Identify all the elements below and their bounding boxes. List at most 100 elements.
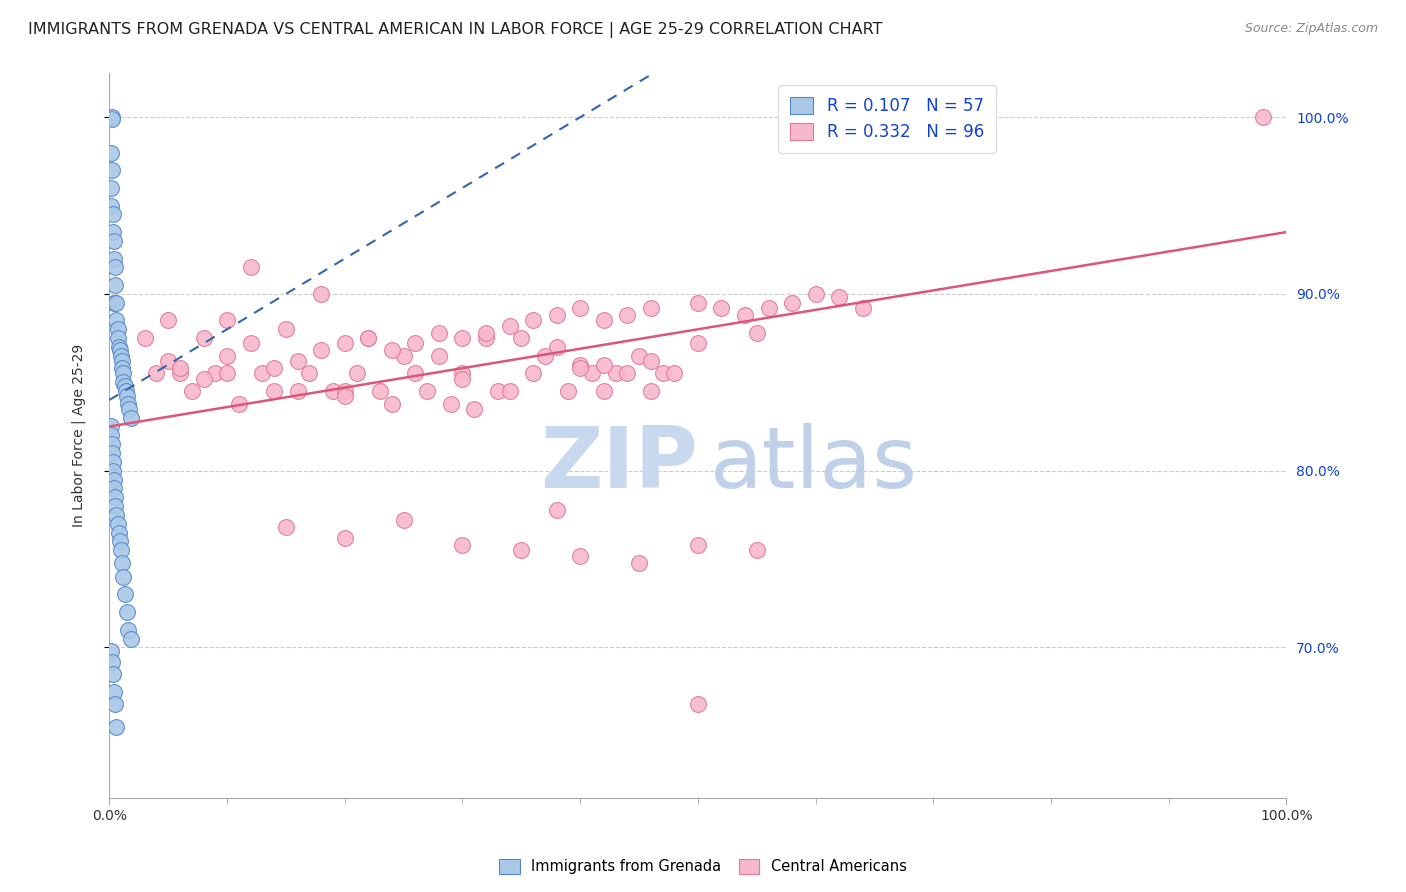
Point (108, 343, 131, 358)
Point (115, 389, 138, 403)
Point (592, 384, 614, 398)
Point (427, 326, 450, 340)
Point (510, 331, 533, 345)
Point (103, 234, 125, 248)
Point (110, 543, 132, 558)
Point (451, 538, 474, 552)
Point (145, 367, 167, 381)
Point (381, 396, 404, 410)
Point (157, 313, 180, 327)
Point (204, 367, 226, 381)
Point (104, 278, 127, 293)
Point (110, 349, 132, 363)
Point (498, 384, 520, 398)
Point (510, 543, 533, 558)
Point (100, 181, 122, 195)
Point (392, 513, 415, 527)
Point (745, 326, 768, 340)
Point (686, 295, 709, 310)
Point (263, 361, 285, 376)
Point (239, 260, 262, 275)
Point (475, 326, 498, 340)
Text: ZIP: ZIP (540, 423, 697, 506)
Point (215, 349, 238, 363)
Point (215, 367, 238, 381)
Point (546, 308, 568, 322)
Point (569, 301, 592, 315)
Point (852, 301, 875, 315)
Point (804, 287, 827, 301)
Point (101, 207, 124, 221)
Legend: Immigrants from Grenada, Central Americans: Immigrants from Grenada, Central America… (494, 853, 912, 880)
Point (100, 446, 122, 460)
Point (416, 384, 439, 398)
Point (357, 331, 380, 345)
Point (628, 556, 651, 570)
Point (101, 455, 124, 469)
Point (522, 313, 544, 327)
Point (239, 336, 262, 351)
Point (107, 525, 129, 540)
Text: IMMIGRANTS FROM GRENADA VS CENTRAL AMERICAN IN LABOR FORCE | AGE 25-29 CORRELATI: IMMIGRANTS FROM GRENADA VS CENTRAL AMERI… (28, 22, 883, 38)
Point (112, 376, 135, 390)
Point (112, 367, 135, 381)
Point (322, 384, 344, 398)
Point (592, 313, 614, 327)
Point (1251, 110, 1274, 124)
Point (463, 401, 485, 416)
Point (734, 308, 756, 322)
Point (333, 384, 356, 398)
Point (100, 655, 122, 669)
Point (557, 384, 579, 398)
Point (640, 301, 662, 315)
Point (104, 697, 127, 711)
Point (357, 331, 380, 345)
Point (104, 260, 127, 275)
Point (581, 367, 603, 381)
Point (534, 349, 557, 363)
Point (100, 110, 122, 124)
Point (451, 372, 474, 386)
Point (628, 349, 651, 363)
Point (101, 667, 124, 681)
Point (404, 336, 426, 351)
Point (180, 384, 202, 398)
Point (780, 295, 803, 310)
Point (252, 367, 274, 381)
Point (664, 367, 686, 381)
Point (103, 473, 125, 487)
Legend: R = 0.107   N = 57, R = 0.332   N = 96: R = 0.107 N = 57, R = 0.332 N = 96 (779, 85, 995, 153)
Point (117, 623, 139, 637)
Point (193, 372, 215, 386)
Point (546, 502, 568, 516)
Point (686, 697, 709, 711)
Point (193, 331, 215, 345)
Point (103, 295, 125, 310)
Point (451, 367, 474, 381)
Point (640, 384, 662, 398)
Point (134, 331, 156, 345)
Point (404, 367, 426, 381)
Point (710, 301, 733, 315)
Point (828, 290, 851, 304)
Point (105, 508, 128, 522)
Point (440, 396, 463, 410)
Point (758, 301, 780, 315)
Point (640, 354, 662, 368)
Point (309, 287, 332, 301)
Point (616, 367, 638, 381)
Point (605, 367, 627, 381)
Point (104, 490, 127, 504)
Point (616, 308, 638, 322)
Text: Source: ZipAtlas.com: Source: ZipAtlas.com (1244, 22, 1378, 36)
Point (686, 538, 709, 552)
Point (263, 384, 285, 398)
Point (592, 358, 614, 372)
Point (114, 384, 136, 398)
Point (274, 322, 297, 336)
Point (114, 587, 136, 601)
Point (100, 198, 122, 212)
Point (111, 556, 134, 570)
Point (569, 549, 592, 563)
Point (274, 520, 297, 534)
